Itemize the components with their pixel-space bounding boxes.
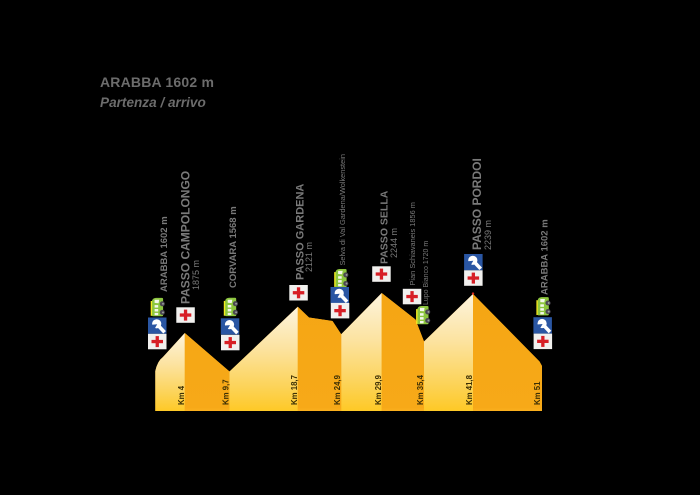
svg-text:Km 51: Km 51 [533,381,542,405]
svg-text:Km 35,4: Km 35,4 [416,374,425,405]
svg-text:2244 m: 2244 m [389,228,399,258]
svg-text:PASSO GARDENA: PASSO GARDENA [295,184,307,280]
svg-text:Pian Schiavaneis 1856 m: Pian Schiavaneis 1856 m [408,202,417,285]
svg-text:CORVARA 1568 m: CORVARA 1568 m [228,206,239,288]
svg-text:Km 41,8: Km 41,8 [465,374,474,405]
svg-text:2121 m: 2121 m [304,242,314,272]
svg-text:Km 9,7: Km 9,7 [222,379,231,405]
svg-text:1875 m: 1875 m [191,260,201,290]
svg-text:PASSO CAMPOLONGO: PASSO CAMPOLONGO [179,171,193,304]
svg-text:2239 m: 2239 m [483,220,493,250]
svg-text:ARABBA 1602 m: ARABBA 1602 m [159,216,170,292]
svg-text:Lupo Bianco 1720 m: Lupo Bianco 1720 m [423,241,430,305]
svg-text:Km 24,9: Km 24,9 [333,374,342,405]
svg-text:Selva di Val Gardena/Wolkenste: Selva di Val Gardena/Wolkenstein [338,154,347,265]
svg-text:PASSO PORDOI: PASSO PORDOI [470,158,484,250]
svg-text:Km 4: Km 4 [177,385,186,405]
svg-text:Km 29,9: Km 29,9 [374,374,383,405]
svg-text:ARABBA 1602 m: ARABBA 1602 m [540,219,551,295]
svg-text:PASSO SELLA: PASSO SELLA [379,190,391,264]
svg-text:Km 18,7: Km 18,7 [290,375,299,405]
